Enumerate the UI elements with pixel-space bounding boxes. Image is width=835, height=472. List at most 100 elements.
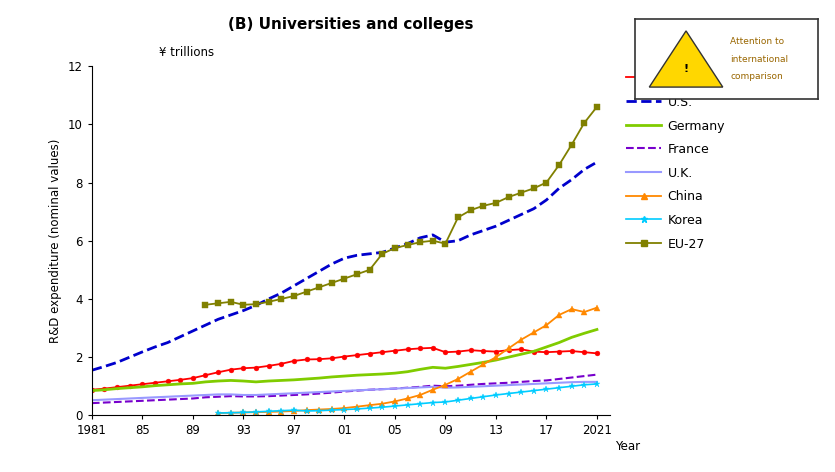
Germany (200, 379, 210, 385)
Japan (175, 377, 185, 383)
Korea (251, 409, 261, 415)
France (213, 394, 223, 400)
Japan (440, 349, 450, 355)
France (516, 379, 526, 385)
France (428, 383, 438, 388)
U.K. (251, 392, 261, 398)
EU-27 (365, 267, 375, 273)
Korea (377, 405, 387, 410)
U.K. (175, 393, 185, 399)
Germany (188, 380, 198, 386)
EU-27 (491, 200, 501, 206)
U.S. (200, 322, 210, 328)
Japan (150, 380, 160, 386)
China (213, 410, 223, 416)
Japan (251, 365, 261, 371)
U.K. (415, 385, 425, 390)
Japan (478, 348, 488, 354)
France (402, 385, 412, 390)
Japan (264, 363, 274, 369)
France (478, 381, 488, 387)
EU-27 (529, 185, 539, 191)
U.K. (301, 390, 311, 396)
France (289, 392, 299, 398)
France (453, 383, 463, 388)
China (415, 392, 425, 398)
U.S. (567, 177, 577, 183)
Korea (415, 401, 425, 406)
China (428, 387, 438, 393)
Germany (99, 387, 109, 393)
U.K. (440, 385, 450, 390)
U.K. (529, 381, 539, 387)
Korea (352, 406, 362, 412)
Korea (314, 408, 324, 413)
Korea (326, 407, 337, 413)
U.S. (541, 197, 551, 203)
Korea (339, 407, 349, 413)
Japan (377, 349, 387, 355)
U.K. (516, 382, 526, 388)
Korea (516, 389, 526, 395)
Polygon shape (650, 31, 723, 87)
U.K. (466, 384, 476, 390)
U.S. (150, 344, 160, 350)
EU-27 (264, 299, 274, 305)
U.S. (377, 250, 387, 255)
EU-27 (276, 296, 286, 302)
Japan (289, 358, 299, 364)
France (200, 395, 210, 400)
Germany (579, 330, 590, 336)
U.K. (150, 395, 160, 400)
U.S. (529, 206, 539, 211)
Germany (137, 384, 147, 390)
Japan (516, 346, 526, 352)
Korea (289, 407, 299, 413)
Line: Japan: Japan (89, 346, 600, 392)
U.K. (592, 379, 602, 385)
Germany (504, 354, 514, 360)
EU-27 (339, 276, 349, 281)
U.K. (554, 380, 564, 386)
EU-27 (428, 238, 438, 244)
U.K. (124, 396, 134, 401)
France (592, 372, 602, 378)
France (466, 382, 476, 388)
U.K. (87, 397, 97, 403)
Japan (225, 367, 235, 372)
Line: U.S.: U.S. (92, 162, 597, 370)
Germany (592, 327, 602, 332)
Japan (213, 370, 223, 375)
Text: international: international (730, 54, 788, 64)
France (541, 378, 551, 383)
Germany (87, 388, 97, 394)
France (301, 392, 311, 397)
France (99, 400, 109, 405)
Korea (478, 394, 488, 400)
Japan (415, 346, 425, 351)
U.K. (390, 386, 400, 391)
Germany (377, 371, 387, 377)
U.K. (200, 392, 210, 398)
EU-27 (402, 242, 412, 248)
Japan (453, 349, 463, 354)
France (554, 376, 564, 382)
France (314, 391, 324, 396)
U.S. (213, 316, 223, 322)
China (567, 306, 577, 312)
Line: China: China (215, 305, 600, 416)
EU-27 (541, 180, 551, 185)
Japan (314, 356, 324, 362)
Text: !: ! (684, 64, 689, 74)
France (87, 400, 97, 406)
China (377, 401, 387, 406)
Korea (402, 402, 412, 408)
Germany (213, 378, 223, 384)
U.S. (225, 312, 235, 318)
China (592, 305, 602, 311)
France (137, 398, 147, 404)
U.K. (491, 383, 501, 388)
Legend: Japan, U.S., Germany, France, U.K., China, Korea, EU-27: Japan, U.S., Germany, France, U.K., Chin… (626, 72, 725, 251)
China (390, 398, 400, 404)
France (415, 384, 425, 390)
